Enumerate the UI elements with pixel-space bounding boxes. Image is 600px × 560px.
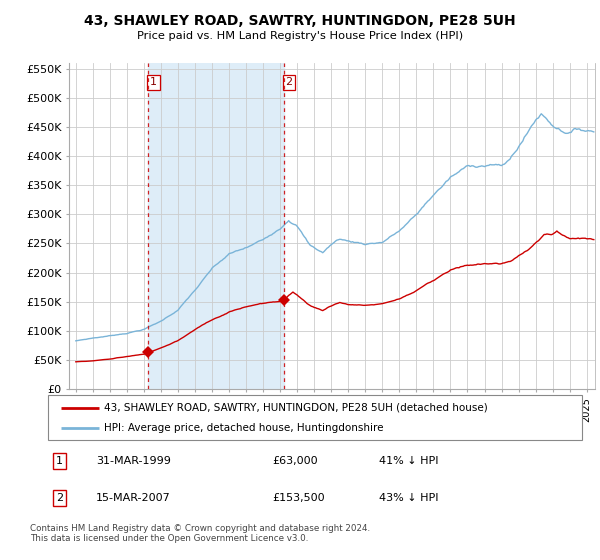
Text: 41% ↓ HPI: 41% ↓ HPI xyxy=(379,456,439,466)
Text: 15-MAR-2007: 15-MAR-2007 xyxy=(96,493,171,503)
Text: 1: 1 xyxy=(150,77,157,87)
Text: 31-MAR-1999: 31-MAR-1999 xyxy=(96,456,171,466)
Text: HPI: Average price, detached house, Huntingdonshire: HPI: Average price, detached house, Hunt… xyxy=(104,423,383,433)
Text: £63,000: £63,000 xyxy=(272,456,318,466)
Text: 1: 1 xyxy=(56,456,63,466)
Text: 43% ↓ HPI: 43% ↓ HPI xyxy=(379,493,439,503)
Text: 2: 2 xyxy=(285,77,292,87)
Text: Contains HM Land Registry data © Crown copyright and database right 2024.
This d: Contains HM Land Registry data © Crown c… xyxy=(30,524,370,543)
Text: 43, SHAWLEY ROAD, SAWTRY, HUNTINGDON, PE28 5UH (detached house): 43, SHAWLEY ROAD, SAWTRY, HUNTINGDON, PE… xyxy=(104,403,488,413)
Text: £153,500: £153,500 xyxy=(272,493,325,503)
Text: 2: 2 xyxy=(56,493,64,503)
Text: Price paid vs. HM Land Registry's House Price Index (HPI): Price paid vs. HM Land Registry's House … xyxy=(137,31,463,41)
Text: 43, SHAWLEY ROAD, SAWTRY, HUNTINGDON, PE28 5UH: 43, SHAWLEY ROAD, SAWTRY, HUNTINGDON, PE… xyxy=(84,14,516,28)
Bar xyxy=(148,63,284,389)
